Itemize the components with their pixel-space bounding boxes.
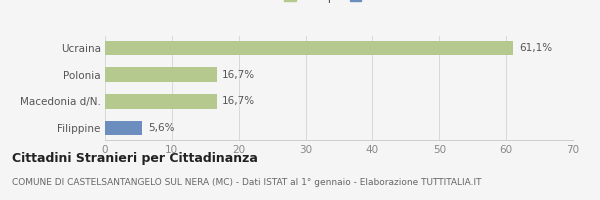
Text: 5,6%: 5,6% xyxy=(148,123,174,133)
Text: Cittadini Stranieri per Cittadinanza: Cittadini Stranieri per Cittadinanza xyxy=(12,152,258,165)
Text: COMUNE DI CASTELSANTANGELO SUL NERA (MC) - Dati ISTAT al 1° gennaio - Elaborazio: COMUNE DI CASTELSANTANGELO SUL NERA (MC)… xyxy=(12,178,482,187)
Bar xyxy=(105,41,514,55)
Legend: Europa, Asia: Europa, Asia xyxy=(283,0,395,6)
Bar xyxy=(105,67,217,82)
Bar xyxy=(105,94,217,109)
Text: 16,7%: 16,7% xyxy=(222,70,255,80)
Bar xyxy=(105,121,142,135)
Text: 61,1%: 61,1% xyxy=(519,43,552,53)
Text: 16,7%: 16,7% xyxy=(222,96,255,106)
